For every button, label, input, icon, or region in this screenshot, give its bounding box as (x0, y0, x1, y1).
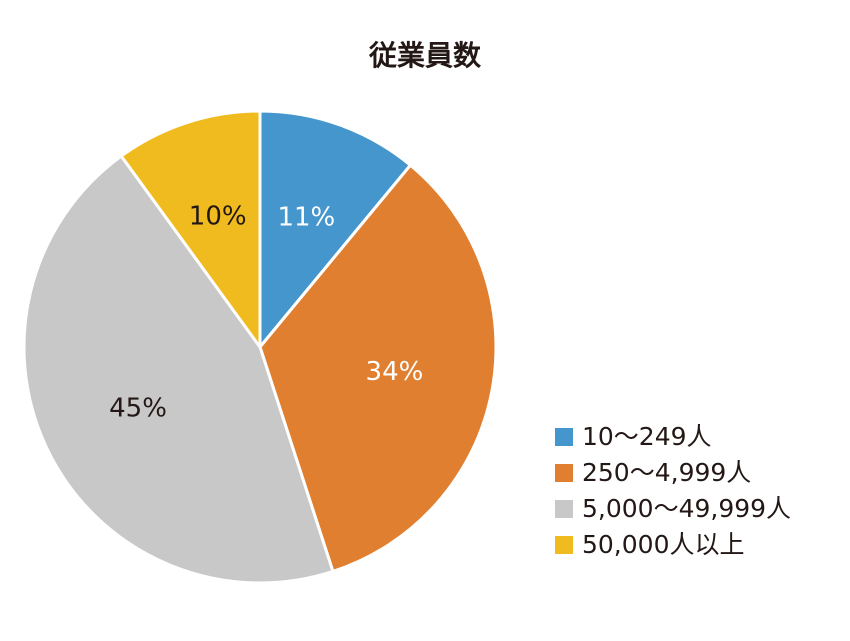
legend-swatch (555, 428, 573, 446)
legend-label: 10〜249人 (582, 422, 712, 451)
pie-slice (258, 109, 413, 352)
legend-label: 50,000人以上 (582, 530, 744, 559)
legend-swatch (555, 464, 573, 482)
chart-title: 従業員数 (368, 39, 482, 72)
legend-swatch (555, 536, 573, 554)
legend-swatch (555, 500, 573, 518)
pie-slice (119, 109, 262, 352)
data-label: 10% (189, 201, 247, 231)
data-label: 45% (109, 394, 167, 424)
legend-label: 250〜4,999人 (582, 458, 751, 487)
pie-slice (22, 153, 335, 585)
legend-label: 5,000〜49,999人 (582, 494, 791, 523)
pie-slice (258, 163, 498, 574)
data-label: 34% (366, 357, 424, 387)
data-label: 11% (277, 203, 335, 233)
